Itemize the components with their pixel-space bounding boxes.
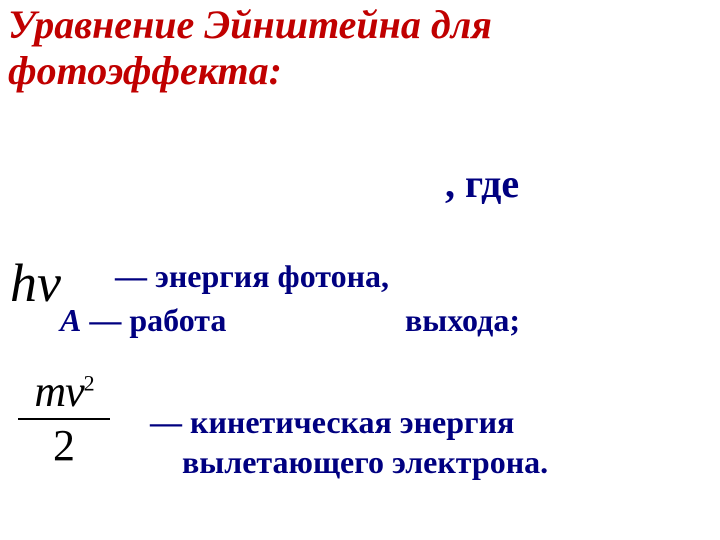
symbol-h-nu: hν — [10, 252, 61, 314]
symbol-h: h — [10, 253, 37, 313]
kinetic-numerator: mv2 — [18, 370, 110, 414]
symbol-a: A — [60, 302, 81, 338]
symbol-m: m — [34, 367, 65, 416]
symbol-v: v — [65, 367, 84, 416]
photon-dash: — — [115, 258, 147, 294]
fraction-bar — [18, 418, 110, 420]
work-dash: — — [89, 302, 121, 338]
where-text: , где — [445, 161, 519, 206]
kinetic-dash: — — [150, 404, 182, 440]
kinetic-energy-line: — кинетическая энергия вылетающего элект… — [150, 402, 548, 482]
symbol-nu: ν — [37, 253, 61, 313]
exit-word: выхода; — [405, 302, 520, 339]
exit-text: выхода; — [405, 302, 520, 338]
photon-text: энергия фотона, — [155, 258, 389, 294]
section-title: Уравнение Эйнштейна дляфотоэффекта: — [8, 2, 492, 94]
work-function-line: A — работа — [60, 302, 226, 339]
symbol-squared: 2 — [84, 370, 94, 395]
kinetic-formula: mv2 2 — [18, 370, 110, 468]
title-text: Уравнение Эйнштейна дляфотоэффекта: — [8, 2, 492, 93]
kinetic-line2: вылетающего электрона. — [182, 444, 548, 480]
kinetic-denominator: 2 — [18, 424, 110, 468]
where-label: , где — [445, 160, 519, 207]
work-text: работа — [129, 302, 226, 338]
kinetic-line1: кинетическая энергия — [190, 404, 514, 440]
photon-energy-line: — энергия фотона, — [115, 258, 389, 295]
